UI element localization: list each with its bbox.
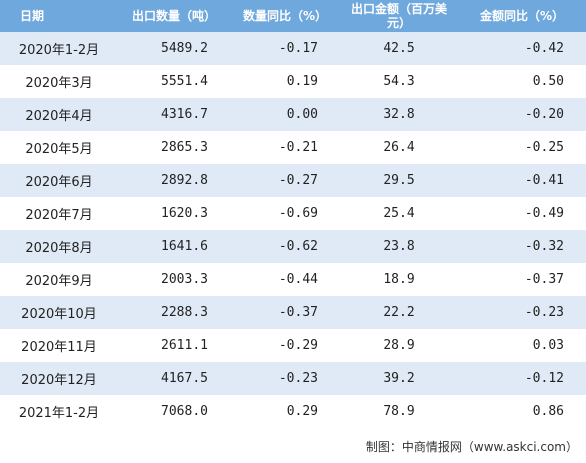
- footer: 制图：中商情报网（www.askci.com）: [365, 440, 578, 454]
- table-cell: -0.21: [278, 140, 318, 155]
- table-cell: 29.5: [340, 164, 458, 197]
- table-row: 2020年3月 5551.4 0.19 54.3 0.50: [0, 65, 586, 98]
- table-cell: 5551.4: [161, 74, 208, 89]
- table-row: 2020年9月 2003.3 -0.44 18.9 -0.37: [0, 263, 586, 296]
- table-cell: -0.49: [524, 206, 564, 221]
- table-cell: 25.4: [383, 206, 415, 221]
- table-cell: 2020年10月: [0, 296, 118, 329]
- table-cell: 23.8: [340, 230, 458, 263]
- table-row: 2020年8月 1641.6 -0.62 23.8 -0.32: [0, 230, 586, 263]
- table-row: 2020年11月 2611.1 -0.29 28.9 0.03: [0, 329, 586, 362]
- table-cell: -0.23: [230, 362, 340, 395]
- table-cell: 2021年1-2月: [18, 406, 100, 421]
- header-cell: 出口金额（百万美元）: [340, 0, 458, 32]
- header-cell: 日期: [0, 0, 118, 32]
- table-row: 2020年1-2月 5489.2 -0.17 42.5 -0.42: [0, 32, 586, 65]
- table-cell: 2020年1-2月: [0, 32, 118, 65]
- table-cell: 39.2: [340, 362, 458, 395]
- table-row: 2020年7月 1620.3 -0.69 25.4 -0.49: [0, 197, 586, 230]
- table-cell: -0.12: [458, 362, 586, 395]
- table-cell: 1641.6: [118, 230, 230, 263]
- table-cell: 2003.3: [161, 272, 208, 287]
- table-cell: -0.69: [278, 206, 318, 221]
- table-cell: 0.86: [532, 404, 564, 419]
- table-cell: 78.9: [383, 404, 415, 419]
- table-row: 2021年1-2月 7068.0 0.29 78.9 0.86: [0, 395, 586, 428]
- table-row: 2020年12月 4167.5 -0.23 39.2 -0.12: [0, 362, 586, 395]
- table-cell: 2020年9月: [25, 274, 93, 289]
- table-cell: 4316.7: [118, 98, 230, 131]
- table-row: 2020年5月 2865.3 -0.21 26.4 -0.25: [0, 131, 586, 164]
- table-cell: 26.4: [383, 140, 415, 155]
- table-cell: 0.50: [532, 74, 564, 89]
- table-cell: -0.37: [230, 296, 340, 329]
- table-cell: -0.41: [458, 164, 586, 197]
- table-cell: 2020年8月: [0, 230, 118, 263]
- table-cell: 18.9: [383, 272, 415, 287]
- table-cell: 2020年3月: [25, 76, 93, 91]
- table-cell: 2020年12月: [0, 362, 118, 395]
- table-cell: 4167.5: [118, 362, 230, 395]
- table-row: 2020年6月 2892.8 -0.27 29.5 -0.41: [0, 164, 586, 197]
- table-row: 2020年10月 2288.3 -0.37 22.2 -0.23: [0, 296, 586, 329]
- header-cell: 数量同比（%）: [230, 0, 340, 32]
- table-cell: 5489.2: [118, 32, 230, 65]
- table-cell: 1620.3: [161, 206, 208, 221]
- table-cell: 2020年11月: [21, 340, 97, 355]
- table-cell: 42.5: [340, 32, 458, 65]
- table-cell: 2611.1: [161, 338, 208, 353]
- table-row: 2020年4月 4316.7 0.00 32.8 -0.20: [0, 98, 586, 131]
- table-cell: 0.00: [230, 98, 340, 131]
- table-cell: -0.23: [458, 296, 586, 329]
- table-cell: 32.8: [340, 98, 458, 131]
- table-cell: 0.03: [532, 338, 564, 353]
- table-cell: -0.20: [458, 98, 586, 131]
- table-cell: 2865.3: [161, 140, 208, 155]
- table-cell: 2020年5月: [25, 142, 93, 157]
- table-cell: 54.3: [383, 74, 415, 89]
- data-table: 日期 出口数量（吨） 数量同比（%） 出口金额（百万美元） 金额同比（%） 2020年1…: [0, 0, 586, 428]
- header-cell: 出口数量（吨）: [118, 0, 230, 32]
- table-cell: 2020年7月: [25, 208, 93, 223]
- header-cell: 金额同比（%）: [458, 0, 586, 32]
- header-row: 日期 出口数量（吨） 数量同比（%） 出口金额（百万美元） 金额同比（%）: [0, 0, 586, 32]
- table-cell: -0.27: [230, 164, 340, 197]
- table-cell: -0.44: [278, 272, 318, 287]
- table-cell: 2020年4月: [0, 98, 118, 131]
- table-cell: 28.9: [383, 338, 415, 353]
- table-cell: -0.17: [230, 32, 340, 65]
- table-cell: -0.42: [458, 32, 586, 65]
- table-cell: -0.29: [278, 338, 318, 353]
- table-cell: 7068.0: [161, 404, 208, 419]
- table-cell: 2020年6月: [0, 164, 118, 197]
- table-cell: 2288.3: [118, 296, 230, 329]
- table-cell: 22.2: [340, 296, 458, 329]
- table-cell: -0.32: [458, 230, 586, 263]
- table-cell: 2892.8: [118, 164, 230, 197]
- table-cell: 0.19: [286, 74, 318, 89]
- table-cell: -0.25: [524, 140, 564, 155]
- table-body: 2020年1-2月 5489.2 -0.17 42.5 -0.42 2020年3月 5551…: [0, 32, 586, 428]
- table-cell: -0.62: [230, 230, 340, 263]
- table-cell: 0.29: [286, 404, 318, 419]
- table-cell: -0.37: [524, 272, 564, 287]
